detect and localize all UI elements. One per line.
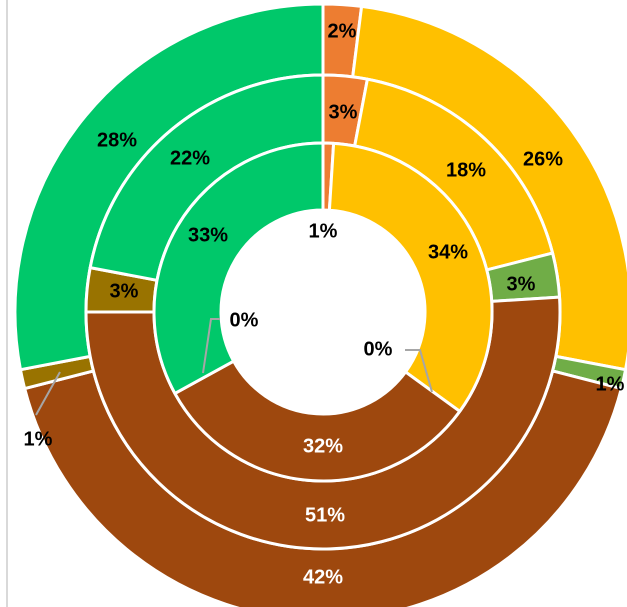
middle-label-0: 3% [329, 101, 358, 123]
inner-4-leader-line [202, 318, 220, 374]
outer-label-5: 28% [97, 129, 137, 151]
inner-label-0: 1% [309, 220, 338, 242]
outer-4-leader-line [35, 371, 61, 416]
middle-label-3: 51% [305, 504, 345, 526]
outer-label-4: 1% [24, 428, 53, 450]
inner-slice-1 [327, 141, 494, 413]
inner-slice-5 [152, 141, 325, 395]
middle-label-1: 18% [446, 159, 486, 181]
middle-label-4: 3% [110, 280, 139, 302]
outer-label-2: 1% [596, 373, 625, 395]
inner-label-2: 0% [364, 338, 393, 360]
inner-label-4: 0% [230, 309, 259, 331]
outer-label-0: 2% [328, 20, 357, 42]
inner-2-leader-line [405, 349, 433, 393]
inner-label-1: 34% [428, 241, 468, 263]
middle-label-5: 22% [170, 147, 210, 169]
outer-label-3: 42% [303, 566, 343, 588]
inner-label-5: 33% [188, 224, 228, 246]
outer-label-1: 26% [523, 148, 563, 170]
middle-label-2: 3% [507, 273, 536, 295]
frame-border [6, 0, 8, 607]
inner-label-3: 32% [303, 435, 343, 457]
inner-slice-3 [173, 359, 462, 483]
